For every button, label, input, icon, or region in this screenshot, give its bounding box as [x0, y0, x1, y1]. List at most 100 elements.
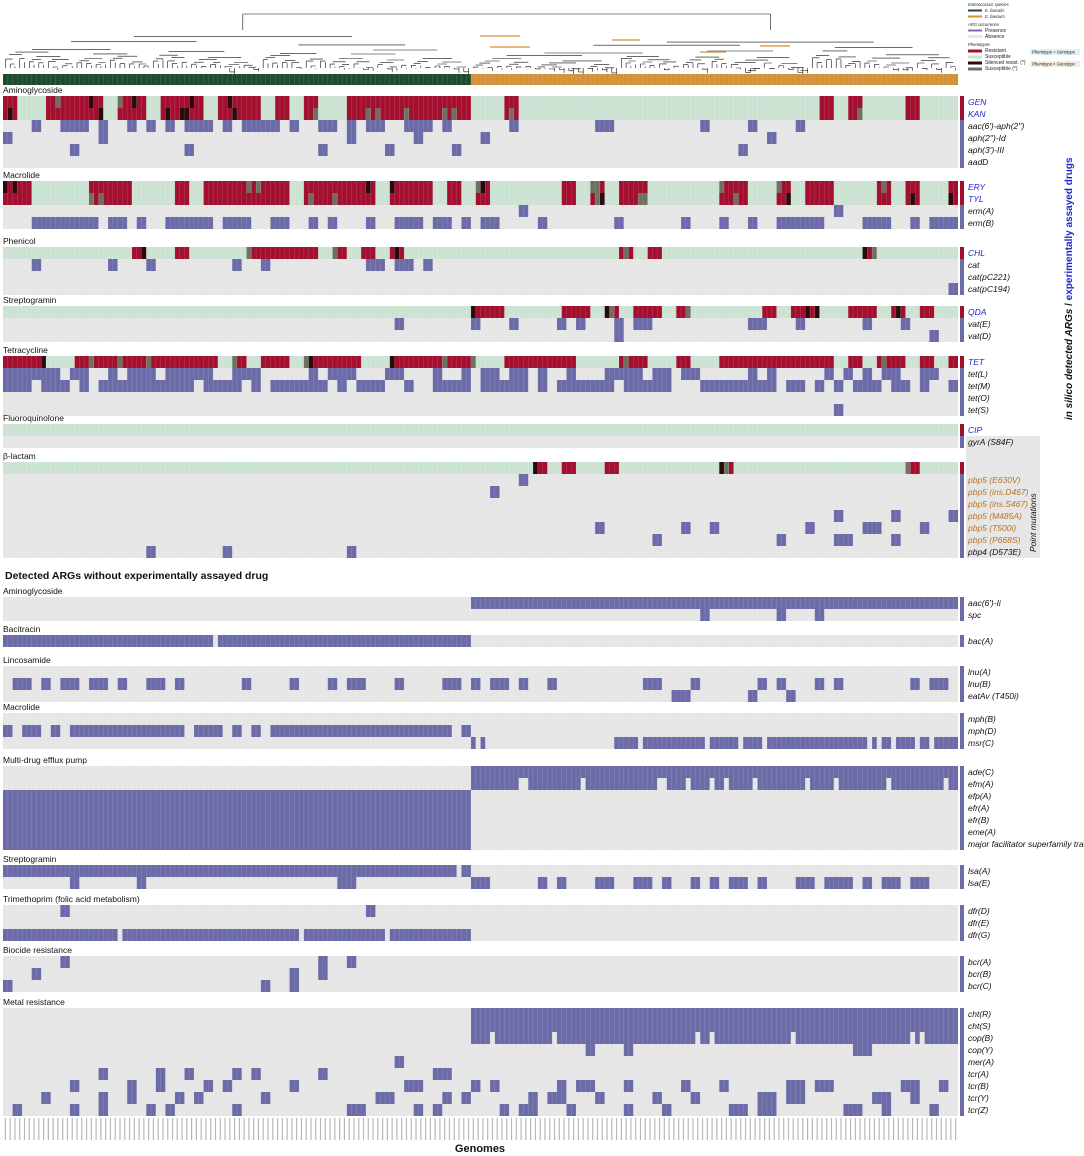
genome-tick-mark	[716, 1118, 718, 1140]
genome-tick-mark	[692, 1118, 694, 1140]
summary-swatch	[960, 522, 964, 534]
summary-swatch	[960, 474, 964, 486]
row-label: eme(A)	[968, 827, 996, 837]
row-background	[3, 247, 958, 259]
summary-swatch	[960, 666, 964, 678]
genome-tick-mark	[181, 1118, 183, 1140]
genome-tick-mark	[950, 1118, 952, 1140]
legend-title: ARG occurrence	[967, 22, 1000, 27]
category-label: Multi-drug efflux pump	[3, 755, 87, 765]
heatmap-row	[3, 306, 964, 318]
summary-swatch	[960, 790, 964, 802]
row-label: cht(R)	[968, 1009, 991, 1019]
genome-tick-mark	[530, 1118, 532, 1140]
row-grid	[7, 790, 954, 802]
cells-presence	[3, 368, 939, 380]
row-grid	[7, 498, 954, 510]
genome-tick-mark	[568, 1118, 570, 1140]
heatmap-row	[3, 778, 964, 790]
row-label: aph(2'')-Id	[968, 133, 1006, 143]
cells-presence	[948, 283, 959, 295]
row-background	[3, 330, 958, 342]
row-background	[3, 968, 958, 980]
heatmap-row	[3, 498, 964, 510]
genome-tick-mark	[802, 1118, 804, 1140]
summary-swatch	[960, 546, 964, 558]
genome-tick-mark	[186, 1118, 188, 1140]
row-grid	[7, 392, 954, 404]
cells-resistant	[475, 306, 935, 318]
row-label: TYL	[968, 194, 984, 204]
cells-presence	[12, 678, 949, 690]
cells-presence	[470, 1020, 959, 1032]
cells-presence	[3, 929, 471, 941]
summary-swatch	[960, 462, 964, 474]
heatmap-row	[3, 96, 964, 108]
genome-tick-mark	[200, 1118, 202, 1140]
genome-tick-mark	[382, 1118, 384, 1140]
genome-tick-mark	[424, 1118, 427, 1140]
row-grid	[7, 108, 954, 120]
genome-tick-mark	[912, 1118, 914, 1140]
genome-tick-mark	[372, 1118, 374, 1140]
neq-box	[1030, 61, 1080, 67]
genome-tick-mark	[654, 1118, 656, 1140]
heatmap-row	[3, 865, 964, 877]
row-grid	[7, 356, 954, 368]
row-grid	[7, 193, 954, 205]
row-grid	[7, 380, 954, 392]
genome-tick-mark	[520, 1118, 522, 1140]
summary-swatch	[960, 1044, 964, 1056]
legend-swatch	[968, 9, 982, 12]
genome-tick-mark	[740, 1118, 742, 1140]
heatmap-row	[3, 635, 964, 647]
genome-tick-mark	[272, 1118, 274, 1140]
legend-swatch	[968, 15, 982, 18]
genome-tick-mark	[725, 1118, 728, 1140]
cells-silenced	[470, 306, 901, 318]
genome-tick-mark	[334, 1118, 336, 1140]
row-background	[3, 713, 958, 725]
genome-tick-mark	[806, 1118, 809, 1140]
heatmap-row	[3, 1068, 964, 1080]
summary-swatch	[960, 766, 964, 778]
row-label: pbp4 (D573E)	[967, 547, 1021, 557]
genome-tick-mark	[515, 1118, 517, 1140]
row-label: dfr(E)	[968, 918, 989, 928]
genome-tick-mark	[849, 1118, 852, 1140]
genome-tick-mark	[873, 1118, 876, 1140]
cells-presence	[470, 1008, 959, 1020]
genome-tick-mark	[9, 1118, 11, 1140]
genome-tick-mark	[434, 1118, 436, 1140]
genome-tick-mark	[506, 1118, 508, 1140]
genome-tick-mark	[778, 1118, 780, 1140]
row-label: major facilitator superfamily transp.	[968, 839, 1084, 849]
eq-box	[1030, 49, 1080, 55]
row-group	[3, 1008, 964, 1116]
row-group	[3, 666, 964, 702]
genome-tick-mark	[501, 1118, 503, 1140]
row-grid	[7, 802, 954, 814]
row-grid	[7, 120, 954, 132]
heatmap-row	[3, 108, 964, 120]
genome-tick-mark	[57, 1118, 59, 1140]
row-label: dfr(G)	[968, 930, 990, 940]
row-group	[3, 956, 964, 992]
summary-swatch	[960, 877, 964, 889]
genome-tick-mark	[625, 1118, 627, 1140]
row-background	[3, 690, 958, 702]
row-grid	[7, 474, 954, 486]
genome-tick-mark	[19, 1118, 21, 1140]
cells-presence	[3, 826, 471, 838]
row-grid	[7, 635, 954, 647]
genome-tick-mark	[639, 1118, 642, 1140]
row-label: CHL	[968, 248, 985, 258]
summary-swatch	[960, 534, 964, 546]
legend-item: Absence	[985, 34, 1005, 40]
genome-tick-mark	[410, 1118, 412, 1140]
genome-tick-mark	[573, 1118, 575, 1140]
genome-tick-mark	[826, 1118, 828, 1140]
genome-tick-mark	[42, 1118, 45, 1140]
heatmap-row	[3, 1080, 964, 1092]
row-label: gyrA (S84F)	[968, 437, 1014, 447]
